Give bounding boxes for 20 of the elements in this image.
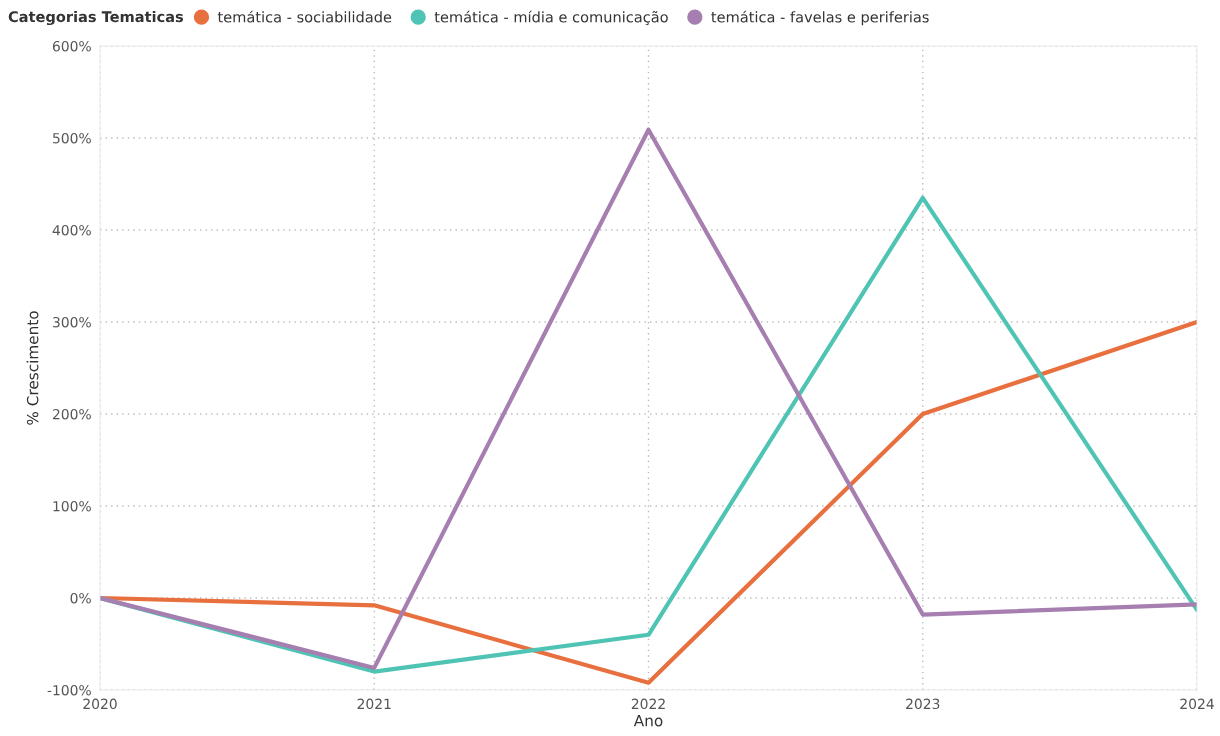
x-tick-label: 2022 [631, 698, 665, 710]
legend-title: Categorias Tematicas [8, 10, 184, 26]
x-axis-title: Ano [633, 715, 663, 727]
y-tick-label: -100% [47, 684, 91, 696]
y-tick-label: 200% [52, 408, 91, 420]
legend-label: temática - mídia e comunicação [434, 10, 668, 26]
x-tick-label: 2024 [1180, 698, 1214, 710]
y-tick-label: 300% [53, 316, 91, 328]
y-tick-label: 500% [53, 132, 91, 144]
y-tick-label: 0% [70, 592, 91, 604]
y-axis-title: % Crescimento [26, 311, 39, 425]
legend-label: temática - favelas e periferias [711, 10, 929, 26]
line-series [100, 319, 1197, 685]
y-tick-label: 600% [52, 40, 91, 52]
x-tick-label: 2023 [906, 698, 940, 710]
y-tick-label: 400% [52, 224, 91, 236]
x-tick-label: 2021 [357, 698, 391, 710]
y-tick-label: 100% [53, 500, 91, 512]
x-tick-label: 2020 [83, 698, 117, 710]
legend-label: temática - sociabilidade [217, 10, 392, 23]
